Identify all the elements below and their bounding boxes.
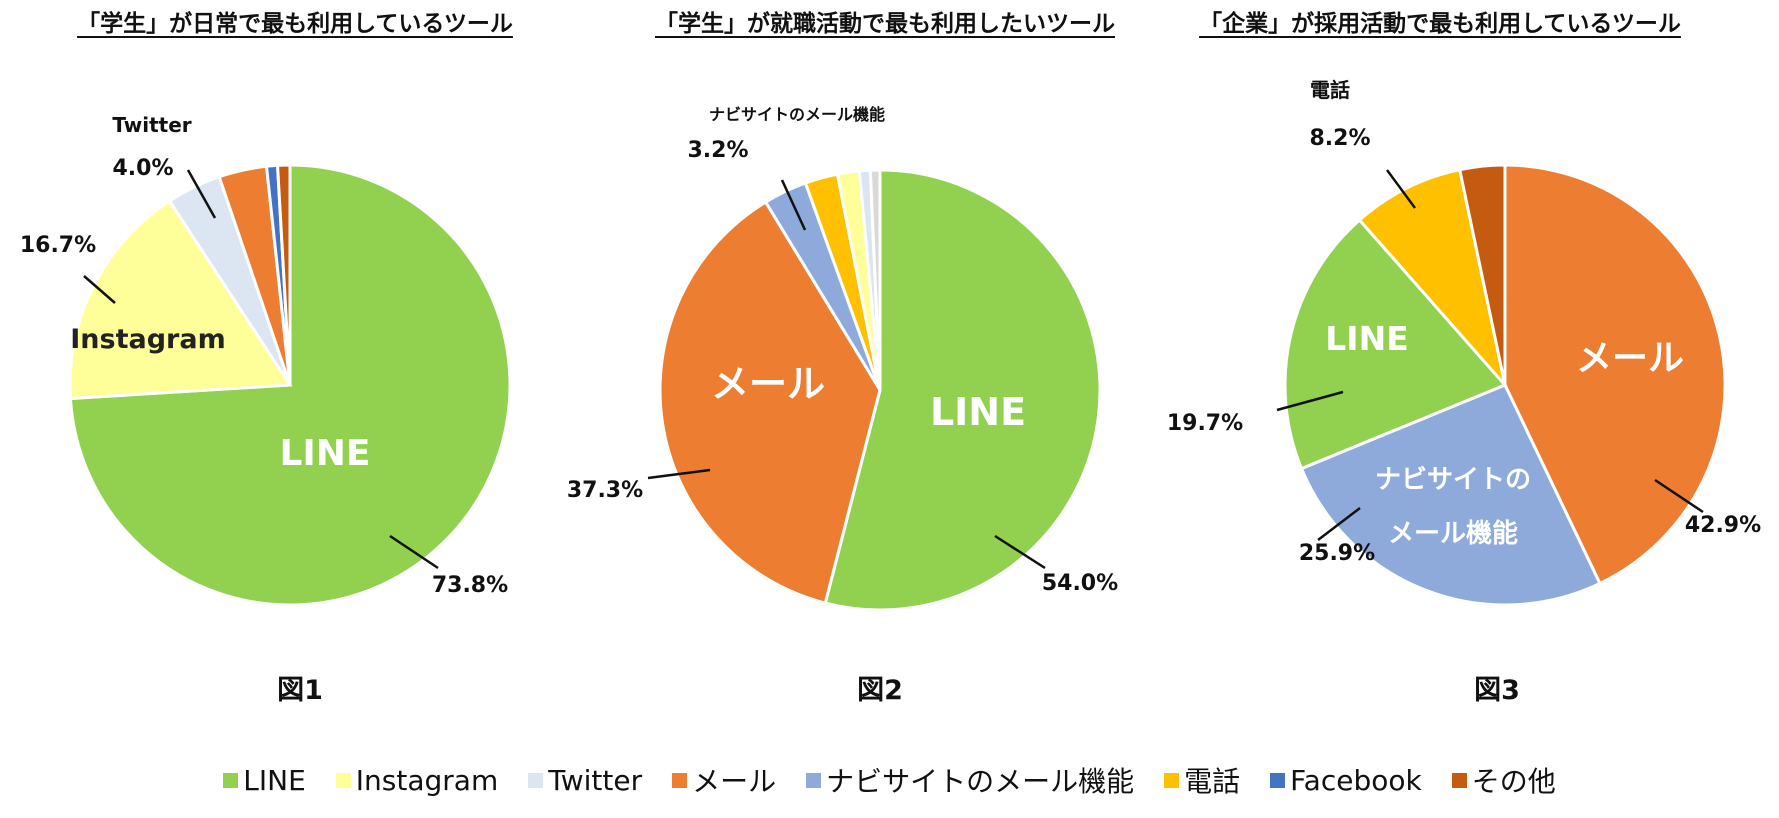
pie3-inner-label-0-0: メール xyxy=(1576,338,1684,379)
pie1-leader-1 xyxy=(83,275,116,304)
legend-swatch-2 xyxy=(528,772,544,788)
legend-swatch-4 xyxy=(806,772,822,788)
legend-item-5: 電話 xyxy=(1164,760,1240,800)
pie3-percent-label-2: 19.7% xyxy=(1167,411,1243,436)
pie1-slice-5 xyxy=(275,163,292,386)
legend-label-0: LINE xyxy=(243,763,306,797)
pie1-percent-label-2: 4.0% xyxy=(112,156,173,181)
legend-item-0: LINE xyxy=(223,760,306,800)
pie3-slice-1 xyxy=(1299,383,1602,607)
legend-label-4: ナビサイトのメール機能 xyxy=(826,765,1135,798)
pie-1: 73.8% LINE 16.7% Instagram 4.0% Twitter xyxy=(20,113,512,607)
legend-swatch-7 xyxy=(1451,772,1467,788)
legend: LINE Instagram Twitter メール ナビサイトのメール機能 電話 Face… xyxy=(0,760,1779,800)
pie2-inner-label-1-0: メール xyxy=(711,362,825,406)
legend-swatch-6 xyxy=(1270,772,1286,788)
pie3-leader-1 xyxy=(1317,507,1361,541)
pie1-leader-2 xyxy=(186,169,217,219)
pie3-slice-0 xyxy=(1503,163,1727,586)
pie3-leader-2 xyxy=(1276,390,1344,412)
pie2-slice-6 xyxy=(868,168,882,391)
pie2-leader-1 xyxy=(647,468,711,480)
legend-label-3: メール xyxy=(692,765,777,798)
pie2-outer-label-2: ナビサイトのメール機能 xyxy=(709,105,885,124)
pie-3: 42.9% メール 25.9% ナビサイトのメール機能 19.7% LINE 8.2% 電話 xyxy=(1167,78,1761,607)
pie3-slice-2 xyxy=(1283,217,1508,471)
pie2-percent-label-2: 3.2% xyxy=(687,138,748,163)
pie3-slice-3 xyxy=(1357,167,1508,391)
figure-caption-fig1: 図1 xyxy=(277,675,323,706)
legend-item-3: メール xyxy=(672,760,776,800)
legend-swatch-1 xyxy=(335,772,351,788)
pie3-inner-label-2-0: LINE xyxy=(1325,319,1408,358)
pie2-inner-label-0-0: LINE xyxy=(930,390,1026,434)
legend-label-5: 電話 xyxy=(1184,765,1241,798)
legend-swatch-5 xyxy=(1164,772,1180,788)
pie1-percent-label-0: 73.8% xyxy=(432,573,508,598)
legend-swatch-3 xyxy=(672,772,688,788)
pie3-percent-label-3: 8.2% xyxy=(1309,126,1370,151)
legend-item-2: Twitter xyxy=(528,760,642,800)
pie2-percent-label-0: 54.0% xyxy=(1042,571,1118,596)
pie3-percent-label-1: 25.9% xyxy=(1299,541,1375,566)
pie2-slice-0 xyxy=(823,168,1102,612)
legend-label-2: Twitter xyxy=(548,763,643,797)
pie1-inner-label-1-0: Instagram xyxy=(70,324,225,355)
pie2-leader-2 xyxy=(780,179,807,231)
pie1-leader-0 xyxy=(389,534,439,570)
pie3-leader-0 xyxy=(1654,478,1704,514)
pie1-outer-label-2: Twitter xyxy=(112,113,191,137)
pie1-percent-label-1: 16.7% xyxy=(20,233,96,258)
pie3-outer-label-3: 電話 xyxy=(1310,78,1350,102)
figure-caption-fig2: 図2 xyxy=(857,675,903,706)
legend-label-6: Facebook xyxy=(1290,763,1422,797)
pie3-percent-label-0: 42.9% xyxy=(1685,513,1761,538)
pie2-percent-label-1: 37.3% xyxy=(567,478,643,503)
pie1-inner-label-0-0: LINE xyxy=(279,433,370,474)
legend-label-7: その他 xyxy=(1471,765,1556,798)
pie3-leader-3 xyxy=(1385,169,1417,209)
pie3-inner-label-1-1: メール機能 xyxy=(1388,518,1518,549)
legend-item-1: Instagram xyxy=(335,760,499,800)
pie3-slice-4 xyxy=(1457,163,1507,386)
chart-title-fig1: 「学生」が日常で最も利用しているツール xyxy=(77,11,513,37)
chart-title-fig3: 「企業」が採用活動で最も利用しているツール xyxy=(1199,11,1681,37)
legend-item-7: その他 xyxy=(1451,760,1556,800)
pie-2: 54.0% LINE 37.3% メール 3.2% ナビサイトのメール機能 xyxy=(567,105,1118,612)
chart-title-fig2: 「学生」が就職活動で最も利用したいツール xyxy=(655,11,1115,37)
pie1-slice-1 xyxy=(68,198,293,401)
legend-item-4: ナビサイトのメール機能 xyxy=(806,760,1134,800)
legend-label-1: Instagram xyxy=(355,763,499,797)
legend-item-6: Facebook xyxy=(1270,760,1422,800)
legend-swatch-0 xyxy=(223,772,239,788)
pie3-inner-label-1-0: ナビサイトの xyxy=(1375,465,1531,495)
pie2-leader-0 xyxy=(994,534,1046,570)
figure-caption-fig3: 図3 xyxy=(1474,675,1520,706)
